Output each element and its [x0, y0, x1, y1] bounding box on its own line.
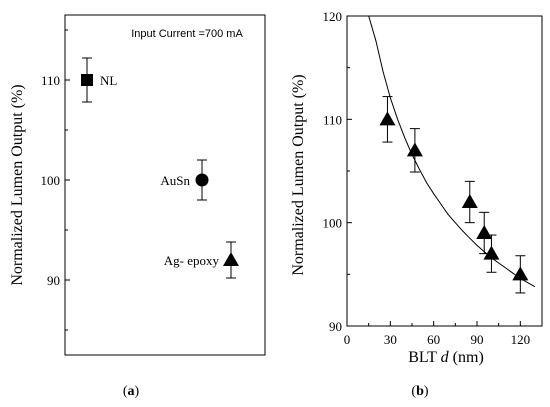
annotation-input-current: Input Current =700 mA [131, 28, 243, 40]
y-axis-title-b: Normalized Lumen Output (%) [290, 74, 307, 275]
y-tick-label-b-120: 120 [323, 9, 343, 24]
data-point-b-4 [483, 245, 500, 260]
data-point-b-3 [476, 225, 493, 239]
data-point-b-1 [406, 142, 423, 157]
y-tick-label-b-110: 110 [323, 112, 342, 127]
fit-curve-b [368, 15, 536, 288]
data-point-b-0 [379, 111, 396, 126]
data-point-b-2 [461, 194, 478, 208]
plot-frame-b [346, 15, 543, 327]
y-tick-label-b-90: 90 [329, 319, 342, 334]
plot-frame-a [64, 14, 266, 356]
y-tick-label-a-100: 100 [41, 173, 61, 188]
data-point-a-0 [81, 74, 93, 86]
x-axis-title-b-var: d [441, 349, 450, 366]
data-point-a-1 [195, 173, 209, 187]
chart-panel-b: 0 30 60 90 120 90 100 110 120 Normalized Lumen O… [290, 9, 543, 399]
y-tick-label-a-90: 90 [47, 273, 60, 288]
point-label-a-0: NL [100, 73, 117, 88]
y-axis-title-a: Normalized Lumen Output (%) [9, 84, 26, 285]
y-ticks-a: 90 100 110 [41, 29, 70, 331]
x-axis-title-b-name: BLT [408, 349, 437, 366]
x-tick-label-b-30: 30 [384, 332, 397, 347]
data-points-a: NL AuSn Ag- epoxy [81, 57, 239, 279]
y-tick-label-a-110: 110 [41, 73, 60, 88]
panel-label-a: (a) [123, 384, 140, 399]
panel-letter-a: a [128, 384, 135, 399]
chart-panel-a: Input Current =700 mA 90 100 110 NL AuSn Ag-… [9, 14, 266, 399]
data-point-b-5 [512, 266, 529, 281]
point-label-a-1: AuSn [160, 173, 190, 188]
x-tick-label-b-0: 0 [344, 332, 351, 347]
x-axis-title-b-unit: (nm) [453, 349, 484, 366]
point-label-a-2: Ag- epoxy [164, 253, 220, 268]
y-tick-label-b-100: 100 [323, 216, 343, 231]
axis-ticks-b: 0 30 60 90 120 90 100 110 120 [323, 9, 531, 347]
data-points-b [379, 96, 529, 294]
panel-label-b: (b) [411, 384, 428, 399]
x-tick-label-b-60: 60 [427, 332, 440, 347]
x-axis-title-b: BLT d (nm) [408, 349, 484, 366]
x-tick-label-b-120: 120 [511, 332, 531, 347]
data-point-a-2 [223, 252, 239, 266]
panel-letter-b: b [416, 384, 424, 399]
x-tick-label-b-90: 90 [471, 332, 484, 347]
